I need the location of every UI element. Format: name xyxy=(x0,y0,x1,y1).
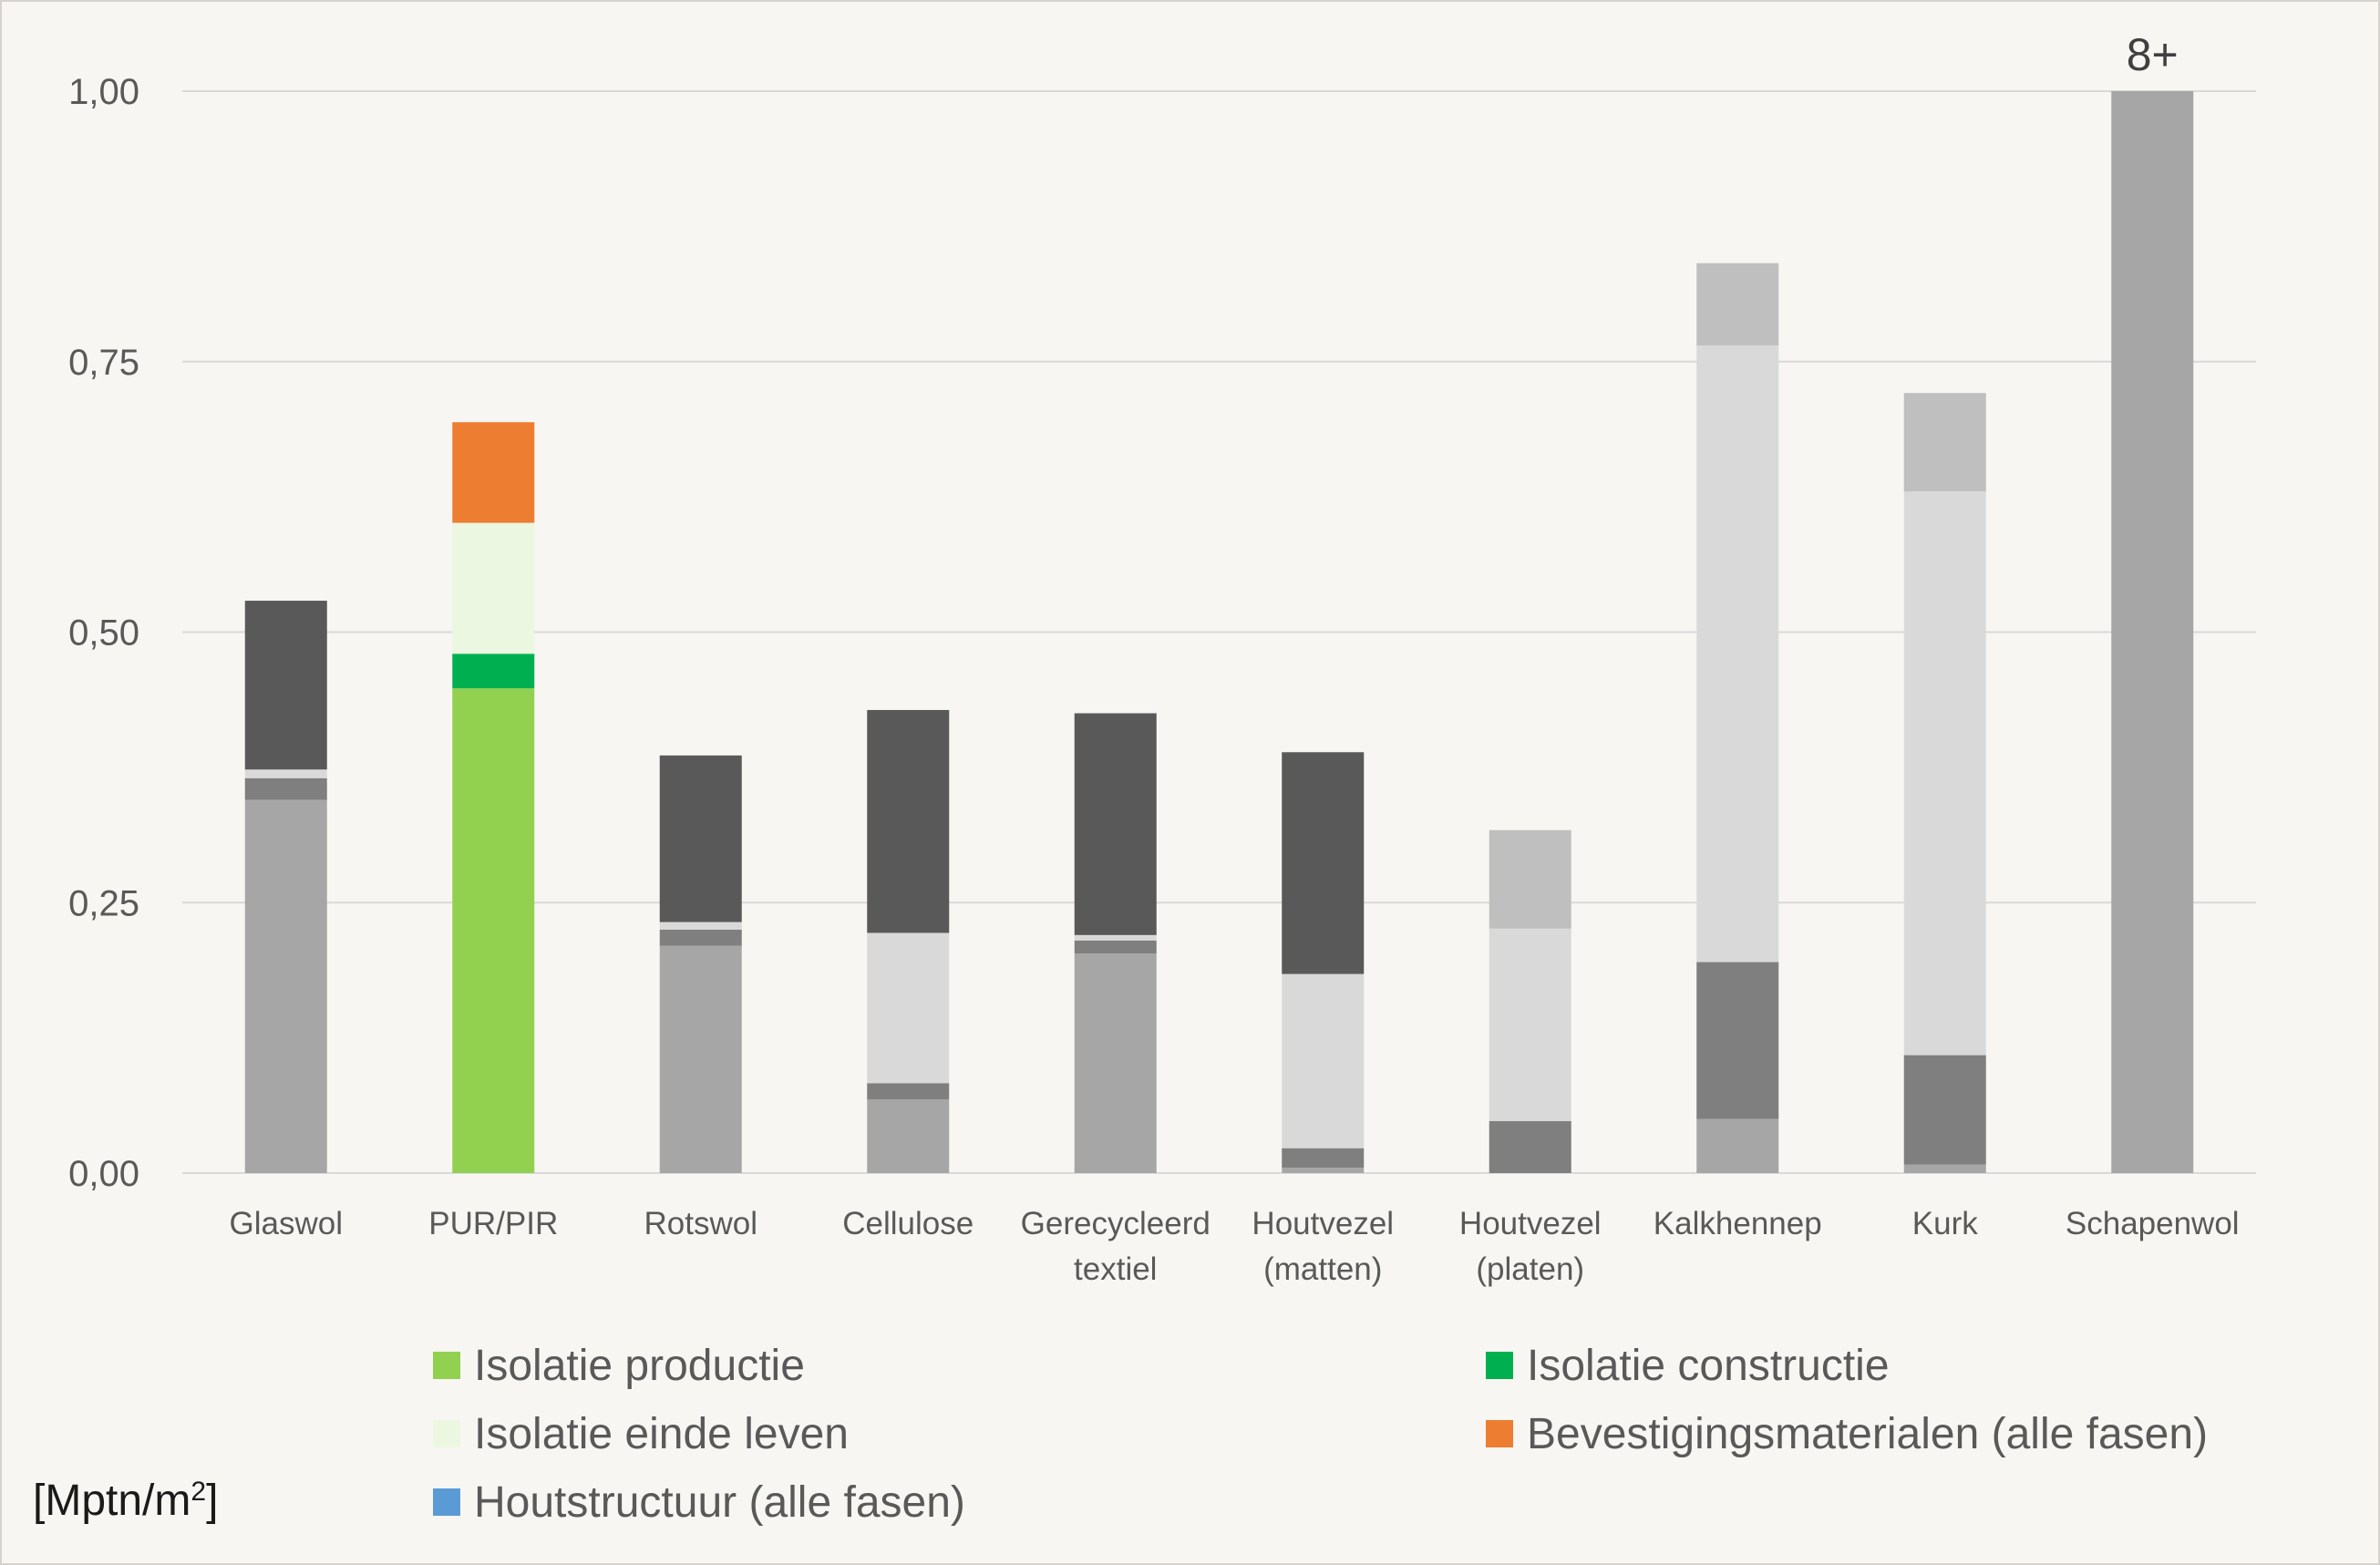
bar-segment xyxy=(2111,91,2194,1173)
legend-swatch xyxy=(1486,1352,1513,1379)
category-label: (matten) xyxy=(1263,1251,1382,1287)
category-label: Kurk xyxy=(1912,1206,1978,1241)
bar-segment xyxy=(659,929,742,946)
bar-segment xyxy=(244,601,327,770)
category-label: Gerecycleerd xyxy=(1021,1206,1211,1241)
category-label: Houtvezel xyxy=(1459,1206,1602,1241)
bar-segment xyxy=(867,1099,950,1173)
y-axis-tick-labels: 0,00 0,25 0,50 0,75 1,00 xyxy=(68,72,139,1194)
bar-segment xyxy=(1282,1168,1365,1173)
bar-segment xyxy=(452,688,535,1173)
legend-item: Isolatie einde leven xyxy=(433,1410,849,1458)
bar-segment xyxy=(1903,491,1986,1055)
bar-segment xyxy=(1903,1055,1986,1165)
bar-segment xyxy=(1489,928,1571,1122)
bar-segment xyxy=(1903,1164,1986,1173)
bar-stack xyxy=(659,755,742,1173)
bar-segment xyxy=(659,945,742,1173)
category-label: Glaswol xyxy=(230,1206,343,1241)
bar-stack xyxy=(244,601,327,1173)
unit-label-suffix: ] xyxy=(206,1477,218,1525)
bar-segment xyxy=(1074,934,1157,941)
bar-segment xyxy=(1074,713,1157,935)
y-tick-label: 1,00 xyxy=(68,72,139,112)
bar-stack xyxy=(452,422,535,1173)
y-tick-label: 0,50 xyxy=(68,613,139,654)
bar-segment xyxy=(244,777,327,800)
legend-item: Isolatie productie xyxy=(433,1342,805,1390)
legend-label: Isolatie einde leven xyxy=(474,1410,849,1458)
legend-item: Houtstructuur (alle fasen) xyxy=(433,1478,965,1527)
bar-segment xyxy=(867,709,950,933)
bar-segment xyxy=(1696,1118,1779,1173)
y-tick-label: 0,00 xyxy=(68,1154,139,1194)
legend: Isolatie productie Isolatie constructie Is… xyxy=(433,1342,2208,1527)
legend-label: Isolatie productie xyxy=(474,1342,805,1390)
bar-segment xyxy=(659,755,742,922)
bar-segment xyxy=(1074,953,1157,1173)
bar-segment xyxy=(1074,940,1157,954)
unit-label-superscript: 2 xyxy=(191,1477,206,1507)
unit-label-base: [Mptn/m xyxy=(33,1477,191,1525)
bar-segment xyxy=(867,1083,950,1100)
category-label: Schapenwol xyxy=(2066,1206,2240,1241)
bar-segment xyxy=(1489,1121,1571,1173)
bar-stack xyxy=(2111,91,2194,1173)
bar-segment xyxy=(867,932,950,1084)
legend-label: Isolatie constructie xyxy=(1527,1342,1890,1390)
category-label: Houtvezel xyxy=(1252,1206,1394,1241)
legend-label: Houtstructuur (alle fasen) xyxy=(474,1478,965,1527)
x-axis-category-labels: Glaswol PUR/PIR Rotswol Cellulose Gerecyclee… xyxy=(230,1206,2240,1287)
bar-segment xyxy=(1282,973,1365,1148)
bar-segment xyxy=(1903,393,1986,492)
bar-stack xyxy=(1696,263,1779,1173)
bar-segment xyxy=(452,654,535,689)
legend-swatch xyxy=(433,1352,460,1379)
bar-stack xyxy=(867,709,950,1173)
bar-segment xyxy=(659,921,742,930)
bar-segment xyxy=(1489,829,1571,929)
bar-segment xyxy=(244,799,327,1173)
legend-swatch xyxy=(1486,1420,1513,1447)
category-label: Kalkhennep xyxy=(1654,1206,1822,1241)
bar-segment xyxy=(1696,345,1779,963)
category-label: Rotswol xyxy=(644,1206,757,1241)
bar-stacks: 8+ xyxy=(244,29,2194,1173)
category-label: Cellulose xyxy=(842,1206,974,1241)
legend-item: Bevestigingsmaterialen (alle fasen) xyxy=(1486,1410,2208,1458)
bar-segment xyxy=(1282,1148,1365,1169)
category-label: (platen) xyxy=(1476,1251,1584,1287)
bar-stack xyxy=(1074,713,1157,1173)
bar-segment xyxy=(452,522,535,654)
y-tick-label: 0,75 xyxy=(68,343,139,383)
bar-segment xyxy=(1696,263,1779,345)
category-label: textiel xyxy=(1074,1251,1157,1287)
category-label: PUR/PIR xyxy=(428,1206,558,1241)
bar-segment xyxy=(452,422,535,523)
legend-label: Bevestigingsmaterialen (alle fasen) xyxy=(1527,1410,2208,1458)
bar-stack xyxy=(1489,829,1571,1173)
legend-item: Isolatie constructie xyxy=(1486,1342,1890,1390)
bar-stack xyxy=(1282,752,1365,1173)
overflow-label: 8+ xyxy=(2127,29,2179,80)
bar-stack xyxy=(1903,393,1986,1173)
legend-swatch xyxy=(433,1420,460,1447)
bar-segment xyxy=(244,769,327,778)
y-tick-label: 0,25 xyxy=(68,883,139,923)
legend-swatch xyxy=(433,1488,460,1516)
bar-segment xyxy=(1696,962,1779,1119)
unit-label: [Mptn/m2] xyxy=(33,1477,218,1525)
bar-segment xyxy=(1282,752,1365,974)
